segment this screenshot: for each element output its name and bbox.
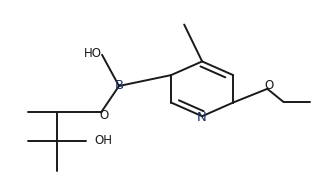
Text: O: O	[264, 79, 274, 91]
Text: HO: HO	[84, 47, 102, 60]
Text: O: O	[100, 109, 109, 122]
Text: N: N	[197, 111, 207, 124]
Text: OH: OH	[95, 134, 112, 147]
Text: B: B	[114, 80, 124, 92]
